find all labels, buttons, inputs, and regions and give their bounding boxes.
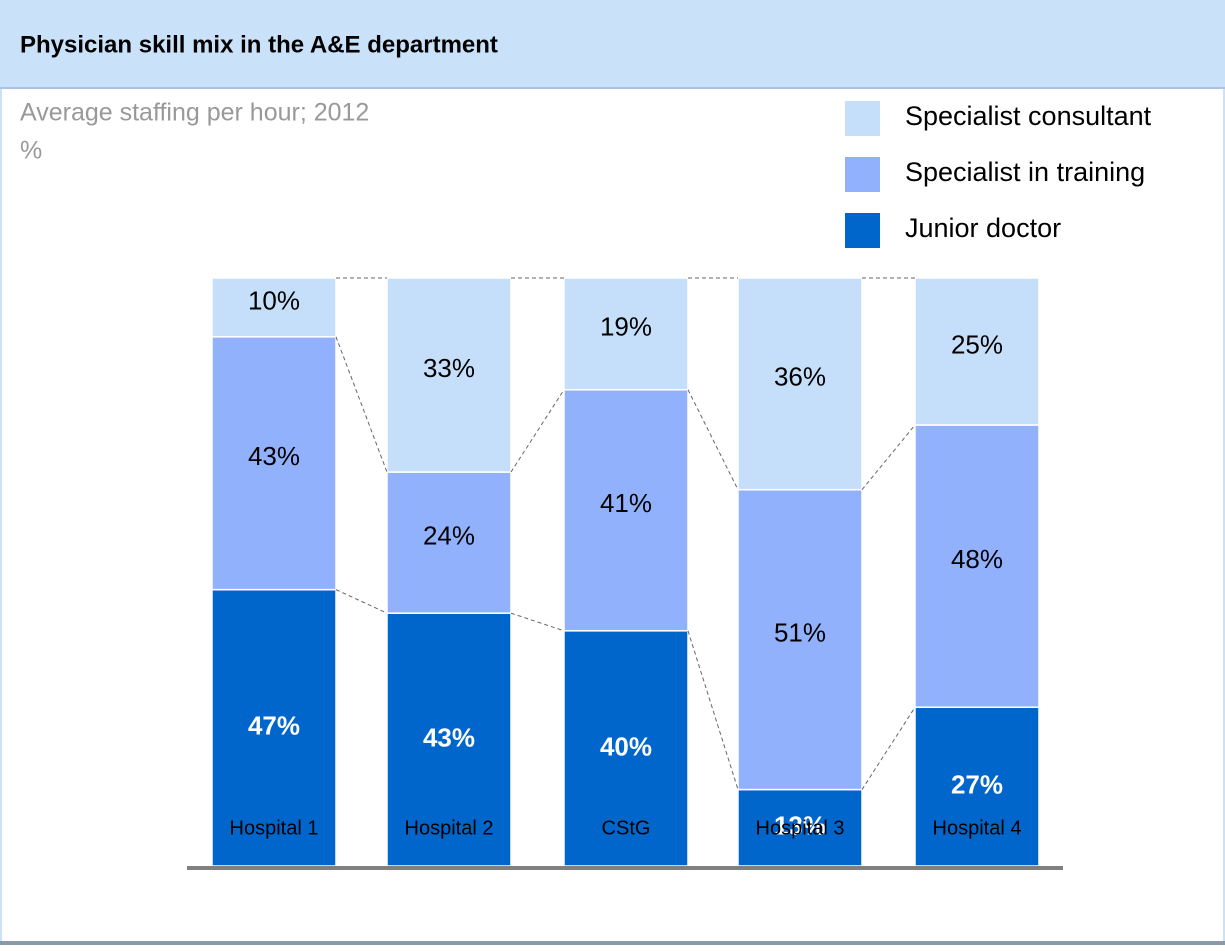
- value-label: 51%: [774, 617, 826, 647]
- value-label: 24%: [423, 520, 475, 550]
- x-tick-label: Hospital 1: [230, 817, 319, 839]
- bar-segment: [563, 277, 689, 391]
- x-tick-label: Hospital 2: [405, 817, 494, 839]
- chart-title: Physician skill mix in the A&E departmen…: [20, 31, 498, 58]
- x-tick-label: CStG: [602, 817, 651, 839]
- legend-swatch: [845, 157, 880, 192]
- bar-segment: [563, 388, 689, 632]
- bar-segment: [914, 424, 1040, 708]
- bar-segment: [737, 488, 863, 791]
- unit: %: [20, 137, 42, 165]
- x-tick-label: Hospital 3: [756, 817, 845, 839]
- bar-segment: [737, 277, 863, 491]
- value-label: 10%: [248, 285, 300, 315]
- value-label: 47%: [248, 711, 300, 741]
- value-label: 13%: [774, 811, 826, 841]
- connector: [510, 612, 565, 632]
- x-tick-label: Hospital 4: [933, 817, 1022, 839]
- value-label: 27%: [951, 769, 1003, 799]
- value-label: 25%: [951, 329, 1003, 359]
- connector: [687, 389, 739, 490]
- value-label: 33%: [423, 353, 475, 383]
- legend-label: Specialist consultant: [905, 101, 1152, 131]
- connector: [335, 336, 388, 473]
- value-label: 40%: [600, 731, 652, 761]
- legend-swatch: [845, 101, 880, 136]
- bar-segment: [563, 630, 689, 867]
- bar-segment: [386, 277, 512, 473]
- value-label: 36%: [774, 362, 826, 392]
- value-label: 19%: [600, 312, 652, 342]
- subtitle: Average staffing per hour; 2012: [20, 99, 369, 127]
- value-label: 48%: [951, 544, 1003, 574]
- bar-segment: [211, 277, 337, 338]
- legend-label: Specialist in training: [905, 157, 1145, 187]
- value-label: 41%: [600, 488, 652, 518]
- legend-label: Junior doctor: [905, 213, 1061, 243]
- value-label: 43%: [423, 722, 475, 752]
- connector: [335, 589, 388, 614]
- connector: [861, 706, 916, 790]
- legend-swatch: [845, 213, 880, 248]
- bar-segment: [914, 277, 1040, 426]
- header: [0, 0, 1225, 88]
- connector: [510, 389, 565, 473]
- value-label: 43%: [248, 441, 300, 471]
- bar-segment: [737, 788, 863, 867]
